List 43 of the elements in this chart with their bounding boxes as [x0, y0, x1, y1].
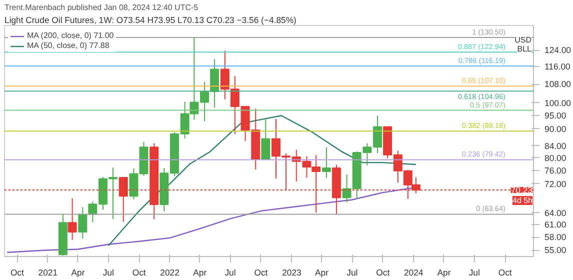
y-tick-label: 84.00 [544, 140, 566, 151]
x-tick-label: 2022 [160, 268, 180, 278]
annotation: 4d 5h [512, 196, 533, 205]
text: Trent.Marenbach published Jan 08, 2024 12:40 UTC-5 [4, 3, 199, 12]
y-tick-label: 61.00 [544, 220, 566, 230]
candlestick [322, 146, 331, 178]
x-tick-label: Jul [102, 268, 114, 278]
y-tick-label: 76.00 [544, 166, 566, 176]
x-tick-label: Jul [346, 268, 358, 278]
y-tick-label: 72.00 [544, 178, 566, 189]
chart-title: Light Crude Oil Futures, 1W: O73.54 H73.95 L70.13 C70.23 −3.56 (−4.85%) [4, 15, 297, 25]
x-tick-label: 2023 [282, 268, 302, 278]
line-series [108, 115, 417, 246]
x-tick-label: Oct [132, 268, 146, 278]
legend-label: MA (200, close, 0) 71.00 [27, 31, 114, 40]
y-tick-label: 95.00 [544, 110, 566, 121]
candlestick [68, 198, 77, 241]
y-tick-label: 55.00 [544, 245, 566, 256]
y-tick-label: 58.00 [544, 232, 566, 242]
y-tick-label: 80.00 [544, 152, 566, 163]
ref-line-label: 70.23 [510, 184, 533, 195]
y-tick-label: 100.00 [544, 98, 572, 108]
x-tick-label: 2024 [404, 268, 424, 278]
legend-label: MA (50, close, 0) 77.88 [27, 41, 110, 50]
x-tick-label: Oct [376, 268, 390, 278]
y-tick-label: 90.00 [544, 124, 566, 134]
x-tick-label: Apr [71, 268, 85, 278]
x-tick-label: Oct [10, 268, 25, 278]
x-tick-label: Jul [468, 268, 480, 278]
x-tick-label: Oct [254, 268, 268, 278]
x-tick-label: Oct [498, 268, 512, 278]
x-tick-label: Apr [193, 268, 207, 278]
y-tick-label: 124.00 [544, 45, 572, 56]
x-tick-label: Apr [437, 268, 451, 278]
y-tick-label: 108.00 [544, 79, 572, 90]
y-tick-label: 64.00 [544, 208, 566, 218]
annotation: BLL [517, 44, 532, 54]
annotation: USD [514, 36, 532, 44]
x-tick-label: 2021 [38, 268, 58, 278]
y-tick-label: 116.00 [544, 61, 571, 72]
x-tick-label: Apr [315, 268, 329, 278]
candlestick [261, 118, 270, 161]
x-tick-label: Jul [224, 268, 236, 278]
